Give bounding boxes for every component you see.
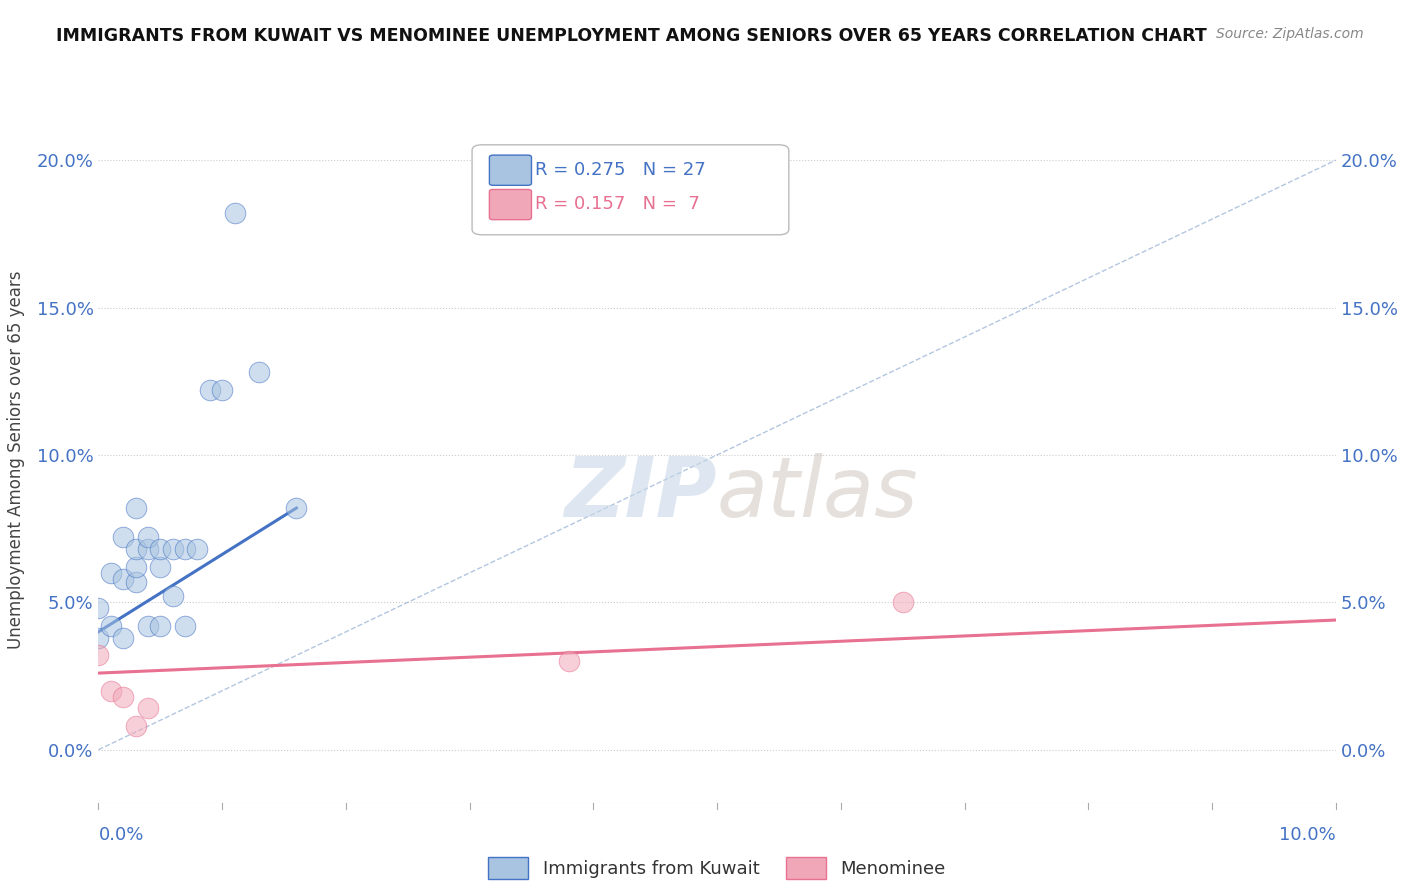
- Point: [162, 590, 184, 604]
- Point: [100, 566, 122, 580]
- Point: [112, 690, 135, 704]
- Point: [112, 531, 135, 545]
- Text: ZIP: ZIP: [564, 453, 717, 534]
- Point: [124, 574, 146, 589]
- Point: [136, 531, 159, 545]
- Point: [162, 542, 184, 557]
- Point: [174, 619, 197, 633]
- Text: atlas: atlas: [717, 453, 918, 534]
- Text: 10.0%: 10.0%: [1279, 826, 1336, 845]
- FancyBboxPatch shape: [489, 155, 531, 186]
- Text: 0.0%: 0.0%: [98, 826, 143, 845]
- FancyBboxPatch shape: [489, 189, 531, 219]
- Point: [285, 501, 308, 516]
- Point: [174, 542, 197, 557]
- Point: [136, 619, 159, 633]
- Point: [211, 383, 233, 397]
- Point: [557, 654, 579, 668]
- Point: [124, 542, 146, 557]
- Point: [247, 366, 270, 380]
- Text: R = 0.157   N =  7: R = 0.157 N = 7: [536, 194, 700, 213]
- Point: [149, 560, 172, 574]
- Text: R = 0.275   N = 27: R = 0.275 N = 27: [536, 161, 706, 178]
- Point: [112, 631, 135, 645]
- Legend: Immigrants from Kuwait, Menominee: Immigrants from Kuwait, Menominee: [481, 850, 953, 887]
- Text: Source: ZipAtlas.com: Source: ZipAtlas.com: [1216, 27, 1364, 41]
- Point: [186, 542, 208, 557]
- Point: [224, 206, 246, 220]
- Point: [124, 501, 146, 516]
- Point: [100, 683, 122, 698]
- Point: [124, 560, 146, 574]
- Point: [149, 542, 172, 557]
- Y-axis label: Unemployment Among Seniors over 65 years: Unemployment Among Seniors over 65 years: [7, 270, 25, 648]
- Point: [124, 719, 146, 733]
- Point: [198, 383, 221, 397]
- Point: [100, 619, 122, 633]
- Point: [112, 572, 135, 586]
- Point: [891, 595, 914, 609]
- Point: [149, 619, 172, 633]
- FancyBboxPatch shape: [472, 145, 789, 235]
- Point: [136, 542, 159, 557]
- Point: [87, 631, 110, 645]
- Point: [87, 648, 110, 663]
- Point: [136, 701, 159, 715]
- Point: [87, 601, 110, 615]
- Text: IMMIGRANTS FROM KUWAIT VS MENOMINEE UNEMPLOYMENT AMONG SENIORS OVER 65 YEARS COR: IMMIGRANTS FROM KUWAIT VS MENOMINEE UNEM…: [56, 27, 1206, 45]
